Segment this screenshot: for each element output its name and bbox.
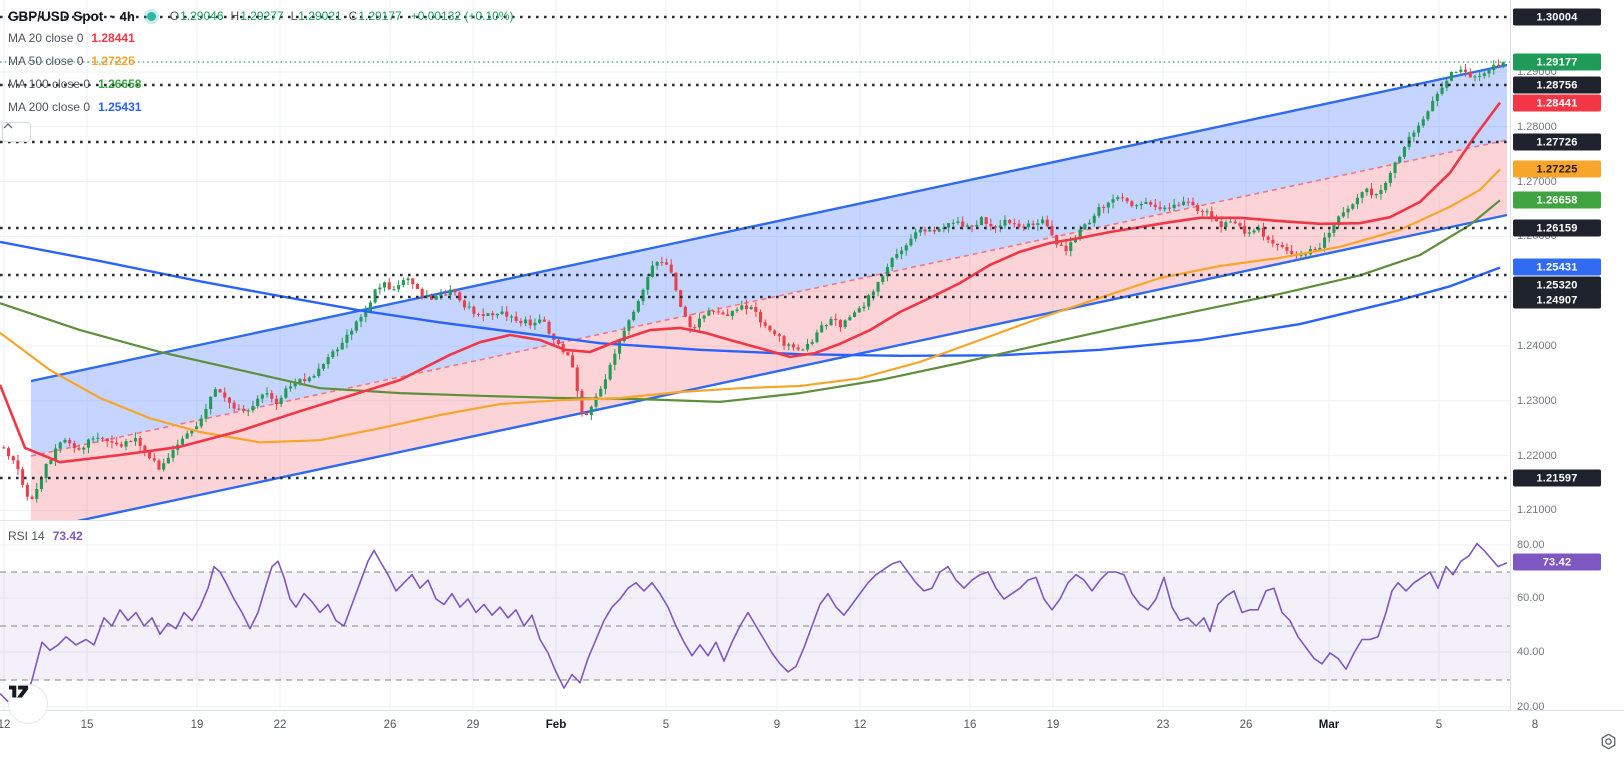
level-1.28756-badge: 1.28756 [1513, 76, 1601, 94]
price-axis-label: 1.27000 [1517, 176, 1557, 188]
price-axis-label: 1.23000 [1517, 395, 1557, 407]
level-1.21597-badge: 1.21597 [1513, 469, 1601, 487]
price-axis-label: 1.21000 [1517, 504, 1557, 516]
ma200-legend-row[interactable]: MA 200 close 0 1.25431 [8, 99, 142, 114]
high-value: 1.29277 [240, 9, 284, 23]
time-axis-label: 22 [273, 719, 287, 731]
open-value: 1.29046 [180, 9, 224, 23]
tradingview-logo[interactable] [8, 684, 48, 724]
price-axis-label: 40.00 [1517, 646, 1545, 658]
ma100-value: 1.26658 [98, 76, 142, 91]
legend: GBP/USD Spot · 4h O1.29046 H1.29277 L1.2… [8, 6, 513, 118]
price-axis[interactable]: 1.290001.280001.270001.260001.240001.230… [1510, 0, 1624, 759]
tradingview-logo-icon [9, 685, 29, 698]
time-axis-label: 29 [466, 719, 480, 731]
level-1.26159-badge: 1.26159 [1513, 219, 1601, 237]
ma100-value-badge: 1.26658 [1513, 191, 1601, 209]
time-axis-label: 12 [853, 719, 867, 731]
channel-lower-line [76, 213, 1508, 520]
time-axis-label: 5 [662, 719, 670, 731]
ma20-value-badge: 1.28441 [1513, 94, 1601, 112]
ma20-legend-row[interactable]: MA 20 close 0 1.28441 [8, 30, 135, 45]
pane-separator-main-rsi[interactable] [0, 520, 1624, 521]
level-1.30004-badge: 1.30004 [1513, 8, 1601, 26]
price-axis-label: 1.24000 [1517, 340, 1557, 352]
level-1.24907-badge: 1.24907 [1513, 291, 1601, 309]
rsi-legend-row[interactable]: RSI 14 73.42 [8, 529, 83, 543]
chevron-up-icon [3, 123, 13, 129]
symbol-title[interactable]: GBP/USD Spot [8, 8, 104, 24]
ma100-line [0, 199, 1501, 403]
ohlc-values: O1.29046 H1.29277 L1.29021 C1.29177 +0.0… [169, 9, 514, 23]
close-value: 1.29177 [358, 9, 402, 23]
time-axis-label: 19 [1046, 719, 1060, 731]
channel-upper-line [30, 63, 1508, 383]
rsi-value: 73.42 [52, 529, 83, 543]
time-axis-label: 8 [1531, 719, 1539, 731]
legend-separator: · [109, 8, 114, 24]
rsi-pane[interactable] [0, 542, 1510, 706]
rsi-value-badge: 73.42 [1513, 553, 1601, 571]
rsi-line [0, 542, 1508, 706]
time-axis-label: 26 [1239, 719, 1253, 731]
gridlines [0, 0, 1510, 710]
ma200-value-badge: 1.25431 [1513, 258, 1601, 276]
time-axis-label: 16 [963, 719, 977, 731]
time-axis-label: 9 [773, 719, 781, 731]
price-pane[interactable] [0, 59, 1508, 531]
ma100-legend-row[interactable]: MA 100 close 0 1.26658 [8, 76, 142, 91]
market-status-icon[interactable] [146, 11, 156, 21]
rsi-band-fill [0, 572, 1510, 680]
level-1.25320-badge: 1.25320 [1513, 276, 1601, 294]
price-levels[interactable] [0, 15, 1510, 480]
ma200-value: 1.25431 [98, 99, 142, 114]
low-value: 1.29021 [298, 9, 342, 23]
price-axis-label: 60.00 [1517, 592, 1545, 604]
price-axis-label: 1.22000 [1517, 450, 1557, 462]
ma20-value: 1.28441 [91, 30, 135, 45]
time-axis-label: Mar [1318, 719, 1340, 731]
collapse-legend-button[interactable] [2, 122, 31, 142]
change-value: +0.00132 (+0.10%) [410, 9, 514, 23]
ma50-value-badge: 1.27225 [1513, 160, 1601, 178]
ma50-legend-row[interactable]: MA 50 close 0 1.27225 [8, 53, 135, 68]
time-axis[interactable]: 12 15 19 22 26 29 Feb 5 9 12 16 19 23 26 Mar 5 8 [0, 710, 1624, 760]
channel-upper-fill [31, 65, 1507, 456]
level-1.27726-badge: 1.27726 [1513, 133, 1601, 151]
ma20-line [0, 101, 1502, 464]
time-axis-label: 23 [1156, 719, 1170, 731]
price-axis-label: 80.00 [1517, 539, 1545, 551]
price-axis-label: 1.28000 [1517, 121, 1557, 133]
ma200-line [0, 240, 1501, 357]
ma50-line [0, 168, 1501, 444]
time-axis-label: 12 [0, 719, 11, 731]
time-axis-label: 5 [1435, 719, 1443, 731]
interval-label[interactable]: 4h [119, 8, 135, 24]
time-axis-label: 19 [190, 719, 204, 731]
ma50-value: 1.27225 [91, 53, 135, 68]
time-axis-label: Feb [545, 719, 567, 731]
time-axis-label: 15 [80, 719, 94, 731]
time-axis-label: 26 [383, 719, 397, 731]
last-price-badge: 1.29177 [1513, 53, 1601, 71]
